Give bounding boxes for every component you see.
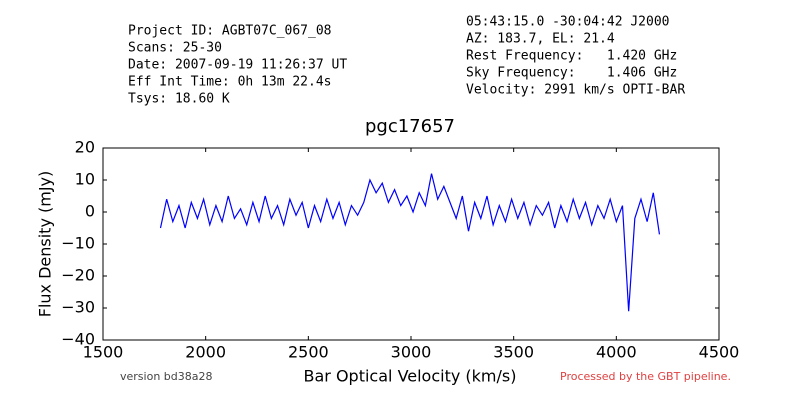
- header-right-line: AZ: 183.7, EL: 21.4: [466, 32, 615, 47]
- y-tick-label: −10: [61, 234, 95, 253]
- x-tick-label: 1500: [83, 343, 124, 362]
- header-right-line: Sky Frequency: 1.406 GHz: [466, 66, 677, 81]
- y-tick-label: −30: [61, 298, 95, 317]
- spectrum-line: [159, 173, 661, 312]
- header-left-line: Project ID: AGBT07C_067_08: [128, 24, 332, 39]
- y-tick-label: 10: [75, 170, 95, 189]
- header-left-line: Tsys: 18.60 K: [128, 92, 230, 107]
- footer-pipeline: Processed by the GBT pipeline.: [560, 370, 731, 383]
- header-left-line: Eff Int Time: 0h 13m 22.4s: [128, 75, 332, 90]
- x-axis-label: Bar Optical Velocity (km/s): [304, 367, 517, 386]
- x-tick-label: 2500: [288, 343, 329, 362]
- y-axis-label: Flux Density (mJy): [36, 171, 55, 318]
- y-tick-label: 20: [75, 138, 95, 157]
- header-right-line: 05:43:15.0 -30:04:42 J2000: [466, 15, 670, 30]
- x-tick-label: 2000: [185, 343, 226, 362]
- x-tick-label: 4000: [596, 343, 637, 362]
- x-tick-label: 3000: [391, 343, 432, 362]
- y-tick-label: −40: [61, 330, 95, 349]
- header-right-line: Rest Frequency: 1.420 GHz: [466, 49, 677, 64]
- y-tick-label: −20: [61, 266, 95, 285]
- header-left-line: Date: 2007-09-19 11:26:37 UT: [128, 58, 347, 73]
- header-right-line: Velocity: 2991 km/s OPTI-BAR: [466, 83, 685, 98]
- x-tick-label: 4500: [699, 343, 740, 362]
- chart-title: pgc17657: [365, 116, 455, 137]
- y-tick-label: 0: [85, 202, 95, 221]
- header-left-line: Scans: 25-30: [128, 41, 222, 56]
- footer-version: version bd38a28: [120, 370, 213, 383]
- x-tick-label: 3500: [493, 343, 534, 362]
